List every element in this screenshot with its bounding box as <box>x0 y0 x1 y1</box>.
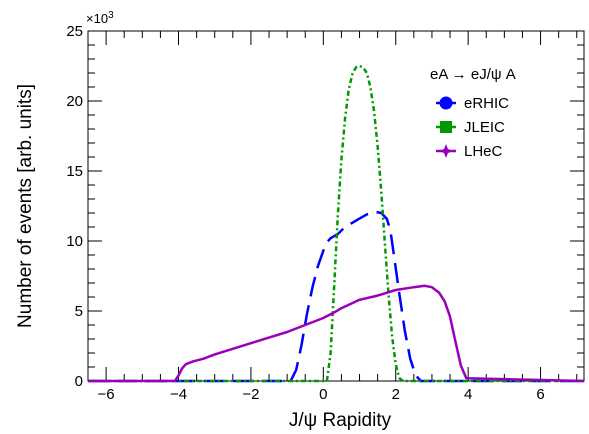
x-tick-label: −4 <box>170 386 187 403</box>
legend-label-erhic: eRHIC <box>464 95 509 112</box>
x-tick-label: 2 <box>392 386 400 403</box>
y-axis-title: Number of events [arb. units] <box>15 84 36 328</box>
x-axis-title: J/ψ Rapidity <box>289 410 392 431</box>
y-tick-label: 10 <box>66 233 83 250</box>
series-line-erhic <box>88 210 584 383</box>
tick-labels: −6 −4 −2 0 2 4 6 0 5 10 15 20 25 <box>66 23 544 403</box>
legend-marker-jleic <box>440 121 452 133</box>
legend-title: eA → eJ/ψ A <box>430 66 516 83</box>
legend-label-jleic: JLEIC <box>464 119 505 136</box>
y-tick-label: 25 <box>66 23 83 40</box>
y-tick-label: 0 <box>75 373 83 390</box>
plot-border <box>87 30 585 382</box>
legend-label-lhec: LHeC <box>464 143 503 160</box>
x-tick-label: 0 <box>319 386 327 403</box>
x-tick-label: 6 <box>536 386 544 403</box>
y-tick-label: 5 <box>75 303 83 320</box>
legend: eA → eJ/ψ A eRHIC JLEIC LHeC <box>430 66 516 160</box>
legend-marker-lhec <box>439 144 453 158</box>
x-tick-label: −6 <box>98 386 115 403</box>
series-line-jleic <box>88 64 584 383</box>
y-tick-label: 15 <box>66 163 83 180</box>
series-line-lhec <box>88 284 585 383</box>
y-tick-label: 20 <box>66 93 83 110</box>
legend-marker-erhic <box>439 96 453 110</box>
x-tick-label: 4 <box>464 386 472 403</box>
plot-frame <box>87 30 585 382</box>
y-axis-multiplier: ×103 <box>86 10 114 26</box>
x-tick-label: −2 <box>242 386 259 403</box>
series-lines <box>88 64 585 383</box>
axis-ticks <box>87 30 584 382</box>
